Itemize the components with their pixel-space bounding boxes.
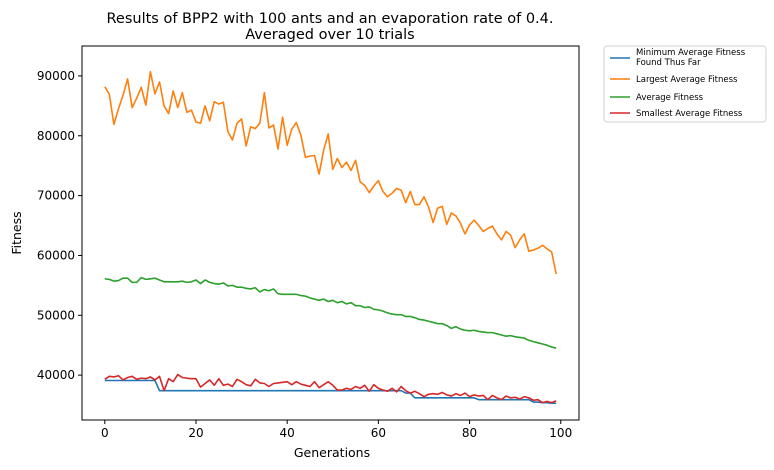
legend-label: Found Thus Far: [636, 58, 701, 68]
legend-label: Smallest Average Fitness: [636, 109, 743, 119]
y-axis-ticks: 40000 50000 60000 70000 80000 90000: [37, 69, 82, 382]
plot-frame: [81, 45, 580, 421]
x-tick-label: 100: [549, 426, 572, 440]
x-tick-label: 40: [280, 426, 295, 440]
y-tick-label: 90000: [37, 69, 75, 83]
chart-title-line-1: Results of BPP2 with 100 ants and an eva…: [107, 11, 554, 27]
y-tick-label: 70000: [37, 189, 75, 203]
x-axis-ticks: 0 20 40 60 80 100: [101, 420, 572, 440]
y-axis-label: Fitness: [9, 211, 24, 254]
legend-label: Largest Average Fitness: [636, 75, 738, 85]
legend-label: Minimum Average Fitness: [636, 48, 746, 58]
x-tick-label: 80: [462, 426, 477, 440]
chart-title-line-2: Averaged over 10 trials: [245, 27, 415, 43]
plot-area: [81, 45, 580, 421]
legend-box: [603, 45, 767, 123]
series-line-minimum-average-fitness-found-thus-far: [104, 379, 557, 405]
series-line-smallest-average-fitness: [104, 373, 557, 404]
y-tick-label: 40000: [37, 368, 75, 382]
x-axis-label: Generations: [294, 445, 370, 460]
series-line-largest-average-fitness: [104, 70, 557, 275]
legend-label: Average Fitness: [636, 93, 704, 103]
chart-title: Results of BPP2 with 100 ants and an eva…: [107, 11, 554, 43]
series-line-average-fitness: [104, 276, 557, 349]
x-tick-label: 60: [371, 426, 386, 440]
y-tick-label: 50000: [37, 308, 75, 322]
y-tick-label: 60000: [37, 248, 75, 262]
y-tick-label: 80000: [37, 129, 75, 143]
x-tick-label: 20: [188, 426, 203, 440]
x-tick-label: 0: [101, 426, 109, 440]
